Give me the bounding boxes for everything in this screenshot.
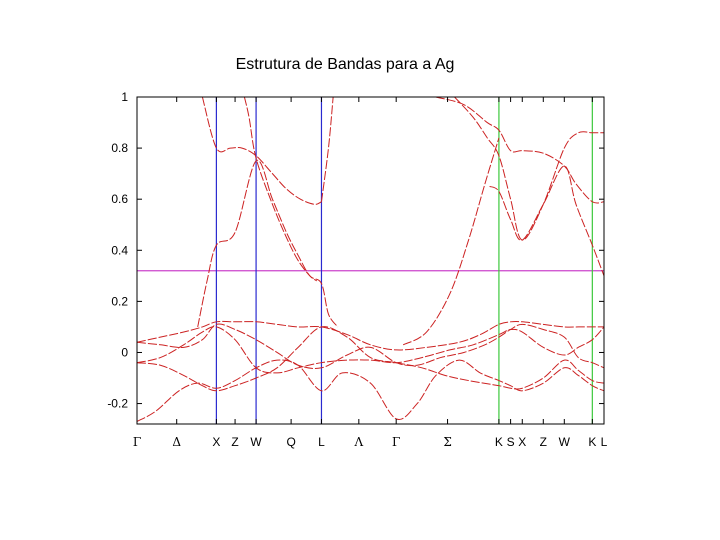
band-curve (435, 97, 604, 204)
x-tick-label: Λ (353, 435, 363, 449)
x-tick-label: L (601, 435, 608, 449)
band-curve (402, 137, 500, 346)
x-tick-label: S (507, 435, 515, 449)
y-tick-label: 0.4 (111, 243, 128, 257)
band-curve (137, 326, 604, 374)
x-tick-label: Γ (392, 435, 400, 449)
band-curve (197, 159, 339, 328)
y-tick-label: 0.6 (111, 192, 128, 206)
y-tick-label: 0 (121, 345, 128, 359)
bands-layer (137, 97, 604, 422)
x-tick-label: Σ (443, 435, 451, 449)
x-tick-label: X (212, 435, 220, 449)
band-curve (137, 320, 604, 351)
x-tick-label: Z (540, 435, 547, 449)
symmetry-lines-layer (215, 97, 593, 424)
chart-title: Estrutura de Bandas para a Ag (236, 56, 455, 73)
x-tick-label: Q (286, 435, 295, 449)
y-tick-label: 0.2 (111, 294, 128, 308)
band-curve (243, 97, 318, 282)
x-tick-label: K (588, 435, 596, 449)
y-tick-label: -0.2 (107, 397, 128, 411)
x-tick-label: W (559, 435, 571, 449)
plot-frame (136, 96, 605, 425)
x-tick-label: Γ (133, 435, 141, 449)
x-tick-label: W (250, 435, 262, 449)
band-curve (454, 97, 604, 241)
x-tick-label: L (318, 435, 325, 449)
y-axis-ticks: -0.2 0 0.2 0.4 0.6 0.8 1 (107, 90, 604, 411)
x-tick-label: Z (231, 435, 238, 449)
x-tick-label: K (495, 435, 503, 449)
band-curve (137, 323, 604, 369)
x-tick-label: Δ (172, 435, 181, 449)
band-curve (201, 97, 322, 205)
band-curve (137, 359, 604, 422)
y-tick-label: 0.8 (111, 141, 128, 155)
band-curve (489, 165, 604, 277)
x-tick-label: X (518, 435, 526, 449)
band-curve (137, 326, 604, 392)
y-tick-label: 1 (121, 90, 128, 104)
band-curve (320, 97, 334, 202)
